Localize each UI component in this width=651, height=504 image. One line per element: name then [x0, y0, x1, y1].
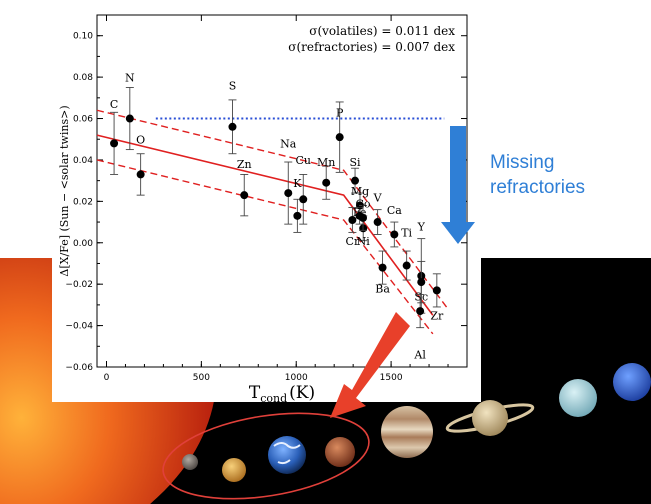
x-tick-label: 0 — [104, 373, 110, 383]
sigma-refractories-annotation: σ(refractories) = 0.007 dex — [288, 40, 455, 54]
data-point — [322, 178, 331, 187]
neptune-planet — [613, 363, 651, 401]
plot-frame — [96, 14, 468, 368]
element-label: Sc — [414, 291, 428, 304]
y-tick-label: −0.02 — [65, 280, 93, 290]
data-point — [402, 261, 411, 270]
x-tick-label: 500 — [193, 373, 210, 383]
data-point — [110, 139, 119, 148]
element-label: V — [373, 191, 383, 204]
earth-planet — [268, 436, 306, 474]
earth-clouds — [273, 442, 301, 465]
data-point — [417, 278, 426, 287]
data-point — [416, 307, 425, 316]
element-label: Ba — [375, 282, 390, 295]
data-point — [125, 114, 134, 123]
element-label: Ca — [387, 204, 402, 217]
plot-panel — [52, 0, 481, 402]
x-axis-title-unit: (K) — [289, 383, 315, 403]
element-label: Zn — [237, 158, 252, 171]
venus-planet — [222, 458, 246, 482]
x-axis-title-main: T — [249, 383, 261, 403]
x-axis-title-sub: cond — [260, 392, 287, 405]
data-point — [378, 263, 387, 272]
y-tick-label: 0.10 — [73, 32, 93, 42]
element-label: P — [336, 106, 344, 119]
data-point — [284, 189, 293, 198]
jupiter-planet — [381, 406, 433, 458]
callout-line-2: refractories — [490, 177, 585, 198]
y-tick-label: −0.04 — [65, 322, 93, 332]
data-point — [240, 191, 249, 200]
data-point — [351, 176, 360, 185]
x-tick-label: 1500 — [380, 373, 403, 383]
element-label: N — [125, 71, 135, 84]
y-axis-title: Δ[X/Fe] (Sun − <solar twins>) — [58, 105, 71, 276]
element-label: Cr — [346, 235, 360, 248]
data-point — [432, 286, 441, 295]
element-label: Zr — [430, 309, 444, 322]
element-label: Ti — [401, 227, 412, 240]
mercury-planet — [182, 454, 198, 470]
y-tick-label: 0.00 — [73, 239, 93, 249]
pointer-arrow — [330, 312, 410, 418]
data-point — [373, 218, 382, 227]
saturn-planet — [472, 400, 508, 436]
y-tick-label: 0.08 — [73, 73, 93, 83]
data-point — [293, 211, 302, 220]
fit-line — [96, 134, 434, 316]
element-label: Ni — [357, 235, 371, 248]
element-label: Na — [280, 138, 297, 151]
element-label: O — [136, 133, 145, 146]
sigma-volatiles-annotation: σ(volatiles) = 0.011 dex — [309, 24, 455, 38]
sun-limb — [150, 395, 215, 504]
data-point — [348, 215, 357, 224]
element-label: Si — [350, 156, 362, 169]
element-label: Co — [355, 198, 370, 211]
x-tick-label: 1000 — [285, 373, 308, 383]
uranus-planet — [559, 379, 597, 417]
callout-line-1: Missing — [490, 152, 554, 173]
element-label: C — [110, 98, 118, 111]
axes-group: −0.06 −0.04 −0.02 0.00 0.02 0.04 0.06 0.08 0.10 0… — [65, 15, 467, 383]
x-axis-title: Tcond (K) — [249, 383, 315, 405]
element-label: Al — [413, 349, 426, 362]
fit-lines-group — [96, 109, 449, 335]
y-tick-label: 0.04 — [73, 156, 93, 166]
element-label: K — [293, 177, 302, 190]
data-point — [335, 133, 344, 142]
data-point — [390, 230, 399, 239]
y-tick-label: 0.02 — [73, 197, 93, 207]
fit-lower-bound — [96, 159, 434, 335]
missing-refractories-arrow-head — [441, 222, 475, 244]
element-label: Cu — [295, 154, 311, 167]
missing-refractories-arrow-shaft — [450, 126, 466, 224]
data-point — [228, 122, 237, 131]
element-label: Mg — [351, 185, 369, 198]
element-label: Mn — [317, 156, 335, 169]
element-label: S — [229, 80, 237, 93]
data-point — [359, 213, 368, 222]
data-point — [136, 170, 145, 179]
y-tick-label: 0.06 — [73, 115, 93, 125]
mars-planet — [325, 437, 355, 467]
data-point — [299, 195, 308, 204]
element-label: Y — [417, 220, 426, 233]
orbit-highlight-ellipse — [162, 412, 370, 500]
fit-upper-bound — [96, 109, 449, 310]
y-tick-label: −0.06 — [65, 363, 93, 373]
